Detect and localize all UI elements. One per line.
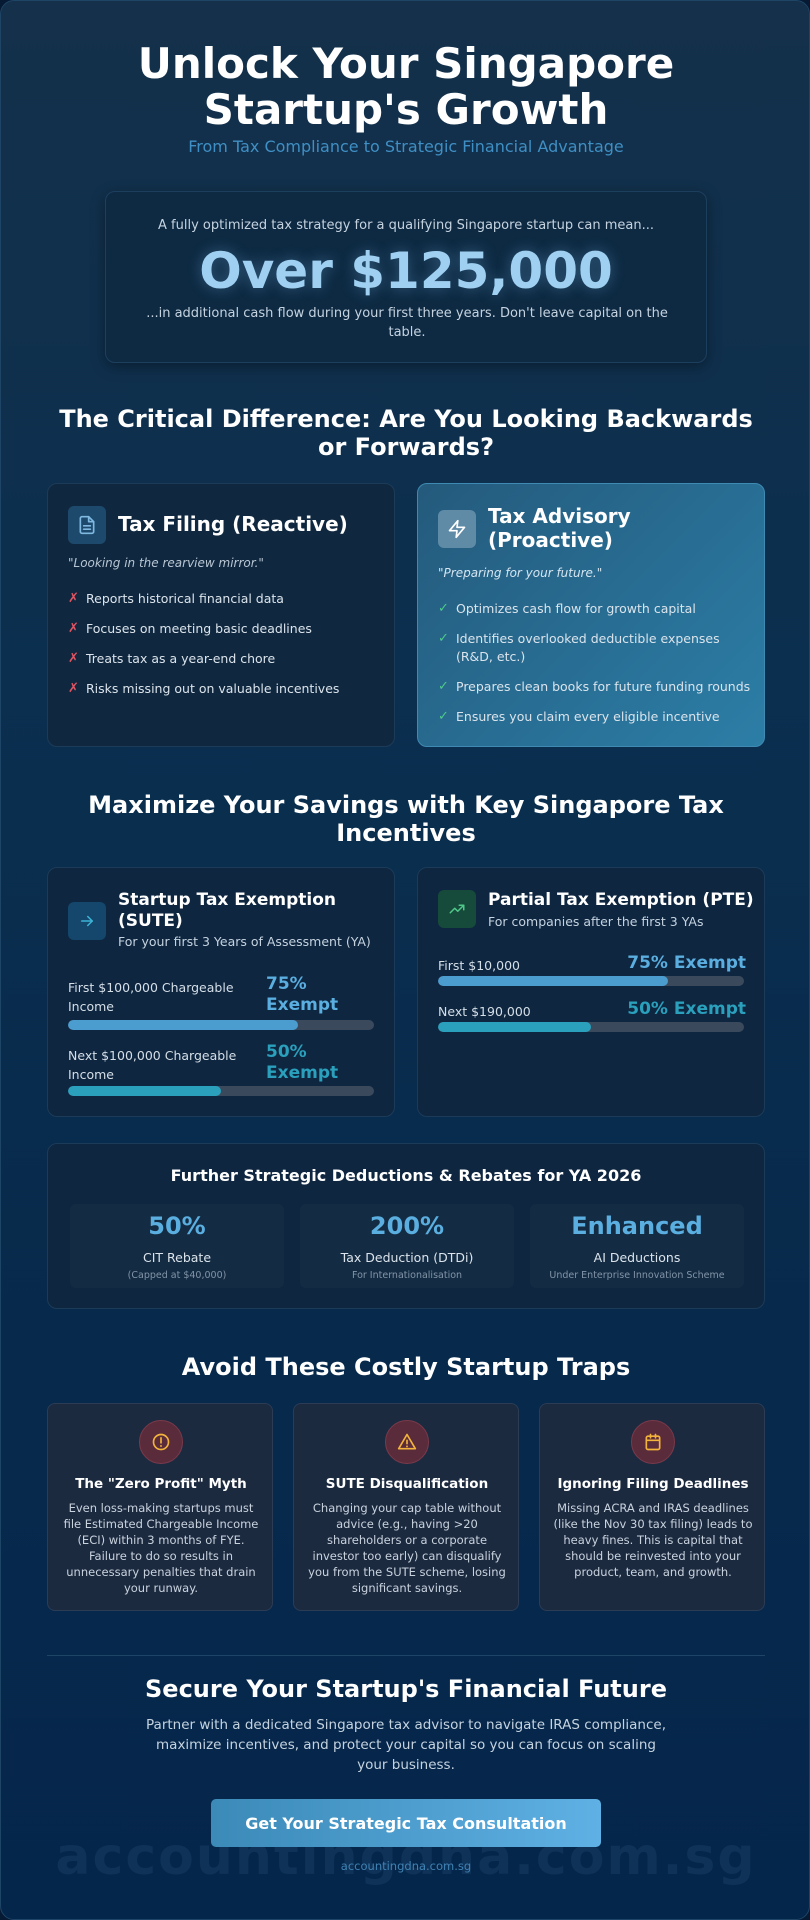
tax-advisory-quote: "Preparing for your future." [438, 566, 603, 580]
traps-title: Avoid These Costly Startup Traps [181, 1353, 631, 1381]
pte-row-2-label: Next $190,000 [438, 1004, 531, 1019]
progress-fill [68, 1020, 298, 1030]
deduction-item-dtdi: 200% Tax Deduction (DTDi) For Internatio… [300, 1204, 514, 1288]
trap-body: Even loss-making startups must file Esti… [63, 1501, 259, 1595]
tax-filing-card: Tax Filing (Reactive) "Looking in the re… [47, 483, 395, 747]
tax-filing-list: ✗ Reports historical financial data ✗ Focu… [68, 590, 382, 710]
tax-advisory-list: ✓ Optimizes cash flow for growth capital … [438, 600, 752, 738]
list-item: ✗ Focuses on meeting basic deadlines [68, 621, 312, 636]
deduction-note: For Internationalisation [351, 1270, 463, 1281]
deduction-value: 50% [148, 1212, 206, 1240]
tax-filing-title: Tax Filing (Reactive) [118, 512, 348, 536]
pte-row-1-bar [438, 976, 744, 986]
deduction-note: Under Enterprise Innovation Scheme [549, 1270, 725, 1281]
deduction-item-ai: Enhanced AI Deductions Under Enterprise … [530, 1204, 744, 1288]
tax-advisory-card: Tax Advisory (Proactive) "Preparing for … [417, 483, 765, 747]
deduction-name: Tax Deduction (DTDi) [340, 1250, 474, 1265]
calendar-icon [631, 1420, 675, 1464]
deduction-note: (Capped at $40,000) [127, 1270, 227, 1281]
cta-title: Secure Your Startup's Financial Future [145, 1675, 667, 1703]
trap-body: Missing ACRA and IRAS deadlines (like th… [553, 1501, 753, 1579]
alert-circle-icon [139, 1420, 183, 1464]
incentives-title: Maximize Your Savings with Key Singapore… [88, 791, 724, 847]
list-item: ✓ Optimizes cash flow for growth capital [438, 601, 696, 616]
list-item: ✗ Risks missing out on valuable incentive… [68, 681, 340, 696]
trap-title: SUTE Disqualification [325, 1476, 489, 1492]
check-icon: ✓ [438, 679, 449, 694]
pte-subtitle: For companies after the first 3 YAs [488, 914, 704, 929]
trap-card-sute-disqualification: SUTE Disqualification Changing your cap … [293, 1403, 519, 1611]
sute-subtitle: For your first 3 Years of Assessment (YA… [118, 934, 371, 949]
document-icon [68, 506, 106, 544]
sute-row-2-bar [68, 1086, 374, 1096]
stat-intro: A fully optimized tax strategy for a qua… [158, 218, 654, 233]
hero-subtitle: From Tax Compliance to Strategic Financi… [188, 137, 624, 156]
stat-outro: ...in additional cash flow during your f… [146, 306, 668, 340]
consultation-button[interactable]: Get Your Strategic Tax Consultation [211, 1799, 601, 1847]
deduction-item-cit-rebate: 50% CIT Rebate (Capped at $40,000) [70, 1204, 284, 1288]
sute-row-1-value: 75% Exempt [266, 974, 339, 1015]
trap-title: Ignoring Filing Deadlines [557, 1476, 749, 1492]
deduction-name: AI Deductions [593, 1250, 681, 1265]
trending-up-icon [438, 890, 476, 928]
savings-stat-box: A fully optimized tax strategy for a qua… [105, 191, 707, 363]
progress-fill [438, 1022, 591, 1032]
list-item: ✓ Identifies overlooked deductible expens… [438, 631, 720, 664]
deductions-card: Further Strategic Deductions & Rebates f… [47, 1143, 765, 1309]
cross-icon: ✗ [68, 621, 79, 636]
check-icon: ✓ [438, 601, 449, 616]
trap-card-zero-profit: The "Zero Profit" Myth Even loss-making … [47, 1403, 273, 1611]
tax-advisory-title: Tax Advisory (Proactive) [488, 504, 631, 552]
sute-row-2-value: 50% Exempt [266, 1042, 339, 1083]
progress-fill [438, 976, 668, 986]
warning-triangle-icon [385, 1420, 429, 1464]
pte-row-2-value: 50% Exempt [627, 999, 746, 1019]
comparison-title: The Critical Difference: Are You Looking… [59, 405, 753, 461]
trap-body: Changing your cap table without advice (… [308, 1501, 506, 1595]
pte-title: Partial Tax Exemption (PTE) [488, 890, 754, 910]
footer-domain[interactable]: accountingdna.com.sg [340, 1859, 472, 1873]
check-icon: ✓ [438, 709, 449, 724]
cta-text: Partner with a dedicated Singapore tax a… [146, 1717, 666, 1773]
deductions-title: Further Strategic Deductions & Rebates f… [170, 1166, 642, 1185]
lightning-icon [438, 510, 476, 548]
pte-row-2-bar [438, 1022, 744, 1032]
pte-row-1-label: First $10,000 [438, 958, 520, 973]
section-divider [47, 1655, 765, 1656]
pte-row-1-value: 75% Exempt [627, 953, 746, 973]
list-item: ✓ Prepares clean books for future funding… [438, 679, 751, 694]
progress-fill [68, 1086, 221, 1096]
cross-icon: ✗ [68, 651, 79, 666]
sute-row-2-label: Next $100,000 Chargeable Income [68, 1048, 237, 1082]
sute-row-1-label: First $100,000 Chargeable Income [68, 980, 234, 1014]
check-icon: ✓ [438, 631, 449, 646]
cross-icon: ✗ [68, 681, 79, 696]
trap-card-filing-deadlines: Ignoring Filing Deadlines Missing ACRA a… [539, 1403, 765, 1611]
list-item: ✗ Treats tax as a year-end chore [68, 651, 276, 666]
list-item: ✓ Ensures you claim every eligible incent… [438, 709, 720, 724]
sute-card: Startup Tax Exemption (SUTE) For your fi… [47, 867, 395, 1117]
list-item: ✗ Reports historical financial data [68, 591, 284, 606]
arrow-right-icon [68, 902, 106, 940]
trap-title: The "Zero Profit" Myth [75, 1476, 247, 1492]
sute-title: Startup Tax Exemption (SUTE) [118, 890, 337, 931]
deduction-value: 200% [369, 1212, 445, 1240]
sute-row-1-bar [68, 1020, 374, 1030]
stat-value: Over $125,000 [199, 242, 613, 300]
hero-title: Unlock Your Singapore Startup's Growth [137, 39, 675, 134]
cross-icon: ✗ [68, 591, 79, 606]
pte-card: Partial Tax Exemption (PTE) For companie… [417, 867, 765, 1117]
deduction-name: CIT Rebate [142, 1250, 212, 1265]
tax-filing-quote: "Looking in the rearview mirror." [68, 556, 264, 570]
deduction-value: Enhanced [571, 1212, 703, 1240]
